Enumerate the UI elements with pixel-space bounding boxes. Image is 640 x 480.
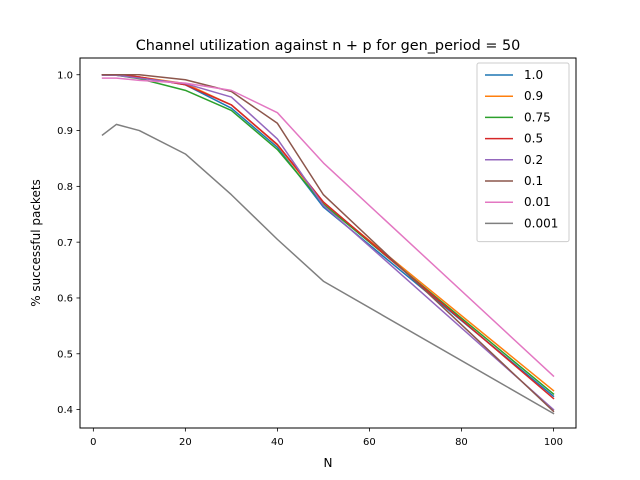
series-line-5 [101, 73, 555, 413]
y-axis-label: % successful packets [29, 179, 43, 307]
y-tick-label: 0.8 [57, 182, 73, 193]
series-line-7 [101, 123, 555, 415]
x-tick-label: 100 [544, 437, 563, 448]
series-line-6 [101, 77, 555, 378]
x-axis-ticks: 0 20 40 60 80 100 [90, 428, 563, 448]
plot-series [101, 73, 555, 415]
legend: 1.0 0.9 0.75 0.5 0.2 0.1 0.01 0.001 [476, 62, 570, 243]
plot-frame [79, 57, 577, 429]
legend-label-1: 0.9 [524, 89, 543, 103]
x-tick-label: 20 [179, 437, 192, 448]
x-tick-label: 40 [271, 437, 284, 448]
x-tick-label: 80 [455, 437, 468, 448]
x-tick-label: 0 [90, 437, 96, 448]
y-tick-label: 0.6 [57, 294, 73, 305]
y-tick-label: 1.0 [57, 70, 73, 81]
chart-title: Channel utilization against n + p for ge… [136, 38, 521, 54]
series-line-4 [101, 74, 555, 411]
legend-label-5: 0.1 [524, 174, 543, 188]
legend-box [476, 62, 570, 243]
legend-label-0: 1.0 [524, 68, 543, 82]
y-tick-label: 0.4 [57, 405, 73, 416]
y-axis-ticks: 0.4 0.5 0.6 0.7 0.8 0.9 1.0 [57, 70, 80, 416]
legend-label-3: 0.5 [524, 132, 543, 146]
x-axis-label: N [324, 456, 333, 470]
y-tick-label: 0.7 [57, 238, 73, 249]
x-tick-label: 60 [363, 437, 376, 448]
legend-label-6: 0.01 [524, 195, 551, 209]
y-tick-label: 0.5 [57, 349, 73, 360]
legend-label-4: 0.2 [524, 153, 543, 167]
y-tick-label: 0.9 [57, 126, 73, 137]
legend-label-2: 0.75 [524, 110, 551, 124]
legend-label-7: 0.001 [524, 216, 558, 230]
